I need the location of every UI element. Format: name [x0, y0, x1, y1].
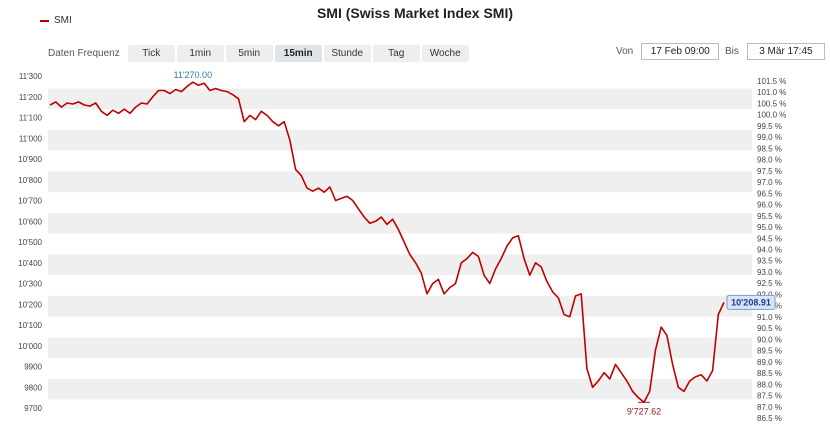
y-tick-label-right: 87.5 %	[757, 392, 782, 401]
y-tick-label-right: 98.5 %	[757, 144, 782, 153]
y-tick-label-right: 89.5 %	[757, 347, 782, 356]
frequency-toolbar: Daten Frequenz Tick 1min 5min 15min Stun…	[48, 45, 469, 62]
y-tick-label-right: 92.5 %	[757, 279, 782, 288]
y-tick-label-right: 93.5 %	[757, 257, 782, 266]
y-tick-label-right: 96.5 %	[757, 189, 782, 198]
legend-label-smi: SMI	[54, 15, 72, 26]
y-tick-label-right: 87.0 %	[757, 403, 782, 412]
y-tick-label-right: 97.0 %	[757, 178, 782, 187]
y-tick-label-left: 10'700	[18, 197, 42, 206]
y-tick-label-right: 90.5 %	[757, 324, 782, 333]
grid-band	[48, 88, 752, 110]
legend[interactable]: SMI	[40, 15, 72, 26]
y-tick-label-right: 100.5 %	[757, 99, 786, 108]
y-tick-label-left: 10'200	[18, 300, 42, 309]
y-tick-label-left: 9700	[24, 404, 42, 413]
legend-swatch	[40, 19, 49, 22]
y-tick-label-left: 10'500	[18, 238, 42, 247]
freq-button-15min[interactable]: 15min	[274, 45, 322, 62]
y-tick-label-left: 10'300	[18, 280, 42, 289]
freq-button-stunde[interactable]: Stunde	[323, 45, 371, 62]
from-label: Von	[616, 46, 634, 57]
y-tick-label-right: 99.0 %	[757, 133, 782, 142]
y-tick-label-left: 10'800	[18, 176, 42, 185]
y-tick-label-right: 98.0 %	[757, 156, 782, 165]
chart-title: SMI (Swiss Market Index SMI)	[316, 5, 514, 21]
series-line-smi[interactable]	[49, 81, 725, 404]
y-tick-label-right: 88.5 %	[757, 369, 782, 378]
y-tick-label-right: 96.0 %	[757, 201, 782, 210]
grid-band	[48, 212, 752, 234]
last-value-label: 10'208.91	[731, 297, 771, 307]
min-annotation: 9'727.62	[627, 406, 661, 416]
y-tick-label-right: 101.0 %	[757, 88, 786, 97]
grid-band	[48, 150, 752, 172]
y-tick-label-left: 10'400	[18, 259, 42, 268]
y-tick-label-left: 10'000	[18, 342, 42, 351]
grid-band	[48, 399, 752, 417]
grid-band	[48, 254, 752, 276]
y-tick-label-right: 91.0 %	[757, 313, 782, 322]
freq-button-5min[interactable]: 5min	[225, 45, 273, 62]
y-tick-label-left: 10'600	[18, 217, 42, 226]
y-tick-label-right: 100.0 %	[757, 111, 786, 120]
y-tick-label-right: 99.5 %	[757, 122, 782, 131]
grid-band	[48, 109, 752, 130]
y-tick-label-left: 11'300	[19, 72, 43, 81]
grid-band	[48, 171, 752, 193]
grid-band	[48, 316, 752, 338]
grid-band	[48, 337, 752, 359]
y-tick-label-left: 10'100	[18, 321, 42, 330]
y-tick-label-left: 11'100	[19, 114, 43, 123]
max-annotation: 11'270.00	[173, 70, 212, 80]
y-tick-label-right: 88.0 %	[757, 380, 782, 389]
freq-button-1min[interactable]: 1min	[176, 45, 224, 62]
grid-band	[48, 358, 752, 379]
range-from: Von 17 Feb 09:00	[616, 43, 720, 60]
y-tick-label-right: 94.5 %	[757, 234, 782, 243]
range-to: Bis 3 Mär 17:45	[725, 43, 825, 60]
y-tick-label-right: 95.5 %	[757, 212, 782, 221]
grid-band	[48, 275, 752, 296]
grid-band	[48, 129, 752, 151]
y-tick-label-right: 86.5 %	[757, 414, 782, 423]
grid-band	[48, 67, 752, 89]
y-tick-label-right: 90.0 %	[757, 335, 782, 344]
y-tick-label-left: 11'200	[19, 93, 43, 102]
freq-button-tag[interactable]: Tag	[372, 45, 420, 62]
grid-band	[48, 378, 752, 400]
y-tick-label-left: 9900	[24, 363, 42, 372]
y-tick-label-right: 95.0 %	[757, 223, 782, 232]
y-tick-label-right: 101.5 %	[757, 77, 786, 86]
grid-band	[48, 295, 752, 317]
last-value-box	[726, 294, 776, 310]
y-tick-label-right: 94.0 %	[757, 246, 782, 255]
to-label: Bis	[725, 46, 739, 57]
y-tick-label-right: 93.0 %	[757, 268, 782, 277]
y-tick-label-right: 97.5 %	[757, 167, 782, 176]
grid-band	[48, 192, 752, 213]
grid-band	[48, 233, 752, 255]
y-tick-label-left: 10'900	[18, 155, 42, 164]
frequency-label: Daten Frequenz	[48, 48, 120, 59]
y-tick-label-left: 11'000	[19, 134, 43, 143]
y-tick-label-right: 89.0 %	[757, 358, 782, 367]
from-date-input[interactable]: 17 Feb 09:00	[641, 43, 720, 60]
y-tick-label-left: 9800	[24, 383, 42, 392]
to-date-input[interactable]: 3 Mär 17:45	[746, 43, 825, 60]
freq-button-tick[interactable]: Tick	[127, 45, 175, 62]
freq-button-woche[interactable]: Woche	[421, 45, 469, 62]
